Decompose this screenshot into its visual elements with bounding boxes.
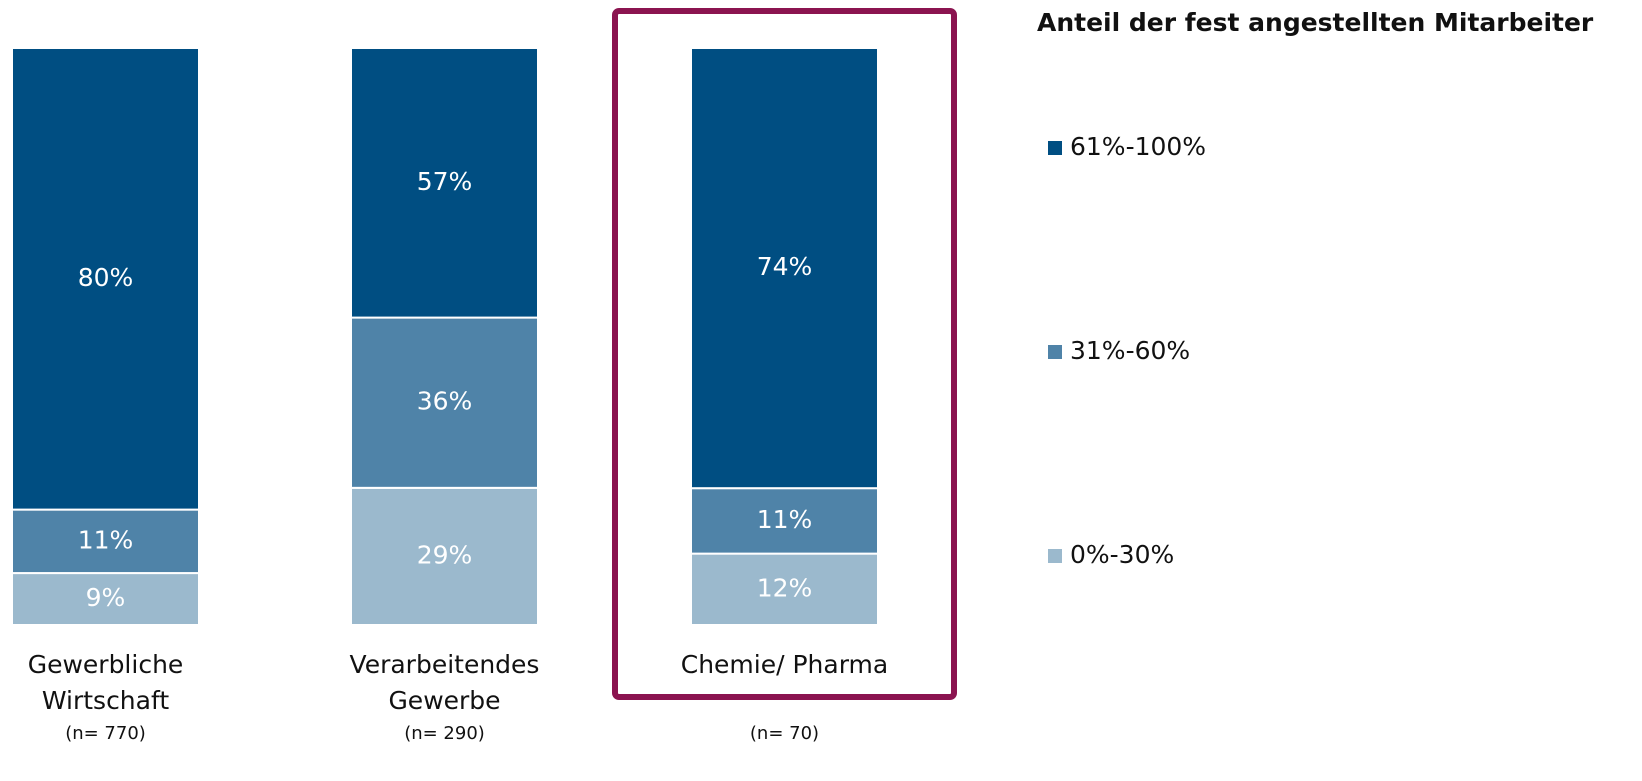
bar-segment	[11, 508, 200, 575]
legend-swatch	[1048, 141, 1062, 155]
bar-segment	[690, 47, 879, 490]
value-label: 11%	[757, 505, 813, 534]
value-label: 74%	[757, 252, 813, 281]
value-label: 9%	[86, 583, 126, 612]
bar-segment	[11, 572, 200, 627]
legend-label: 61%-100%	[1070, 132, 1206, 161]
value-label: 12%	[757, 573, 813, 602]
value-label: 11%	[78, 525, 134, 554]
category-label: Chemie/ Pharma	[680, 650, 889, 679]
legend-title: Anteil der fest angestellten Mitarbeiter	[1037, 8, 1594, 37]
sample-size: (n= 770)	[65, 723, 146, 744]
legend-swatch	[1048, 549, 1062, 563]
bar-segment	[350, 47, 539, 319]
value-label: 36%	[417, 387, 473, 416]
category-label: Gewerbliche Wirtschaft	[27, 650, 184, 715]
value-label: 29%	[417, 540, 473, 569]
bar-segment	[690, 552, 879, 626]
bar-segment	[690, 487, 879, 555]
sample-size: (n= 290)	[404, 723, 485, 744]
legend-label: 0%-30%	[1070, 540, 1174, 569]
bar-segment	[350, 316, 539, 489]
highlight-box	[612, 8, 957, 700]
legend-label: 31%-60%	[1070, 336, 1190, 365]
category-label: Verarbeitendes Gewerbe	[349, 650, 540, 715]
sample-size: (n= 70)	[749, 723, 820, 744]
bar-segment	[11, 47, 200, 511]
value-label: 57%	[417, 167, 473, 196]
value-label: 80%	[78, 263, 134, 292]
legend-swatch	[1048, 345, 1062, 359]
